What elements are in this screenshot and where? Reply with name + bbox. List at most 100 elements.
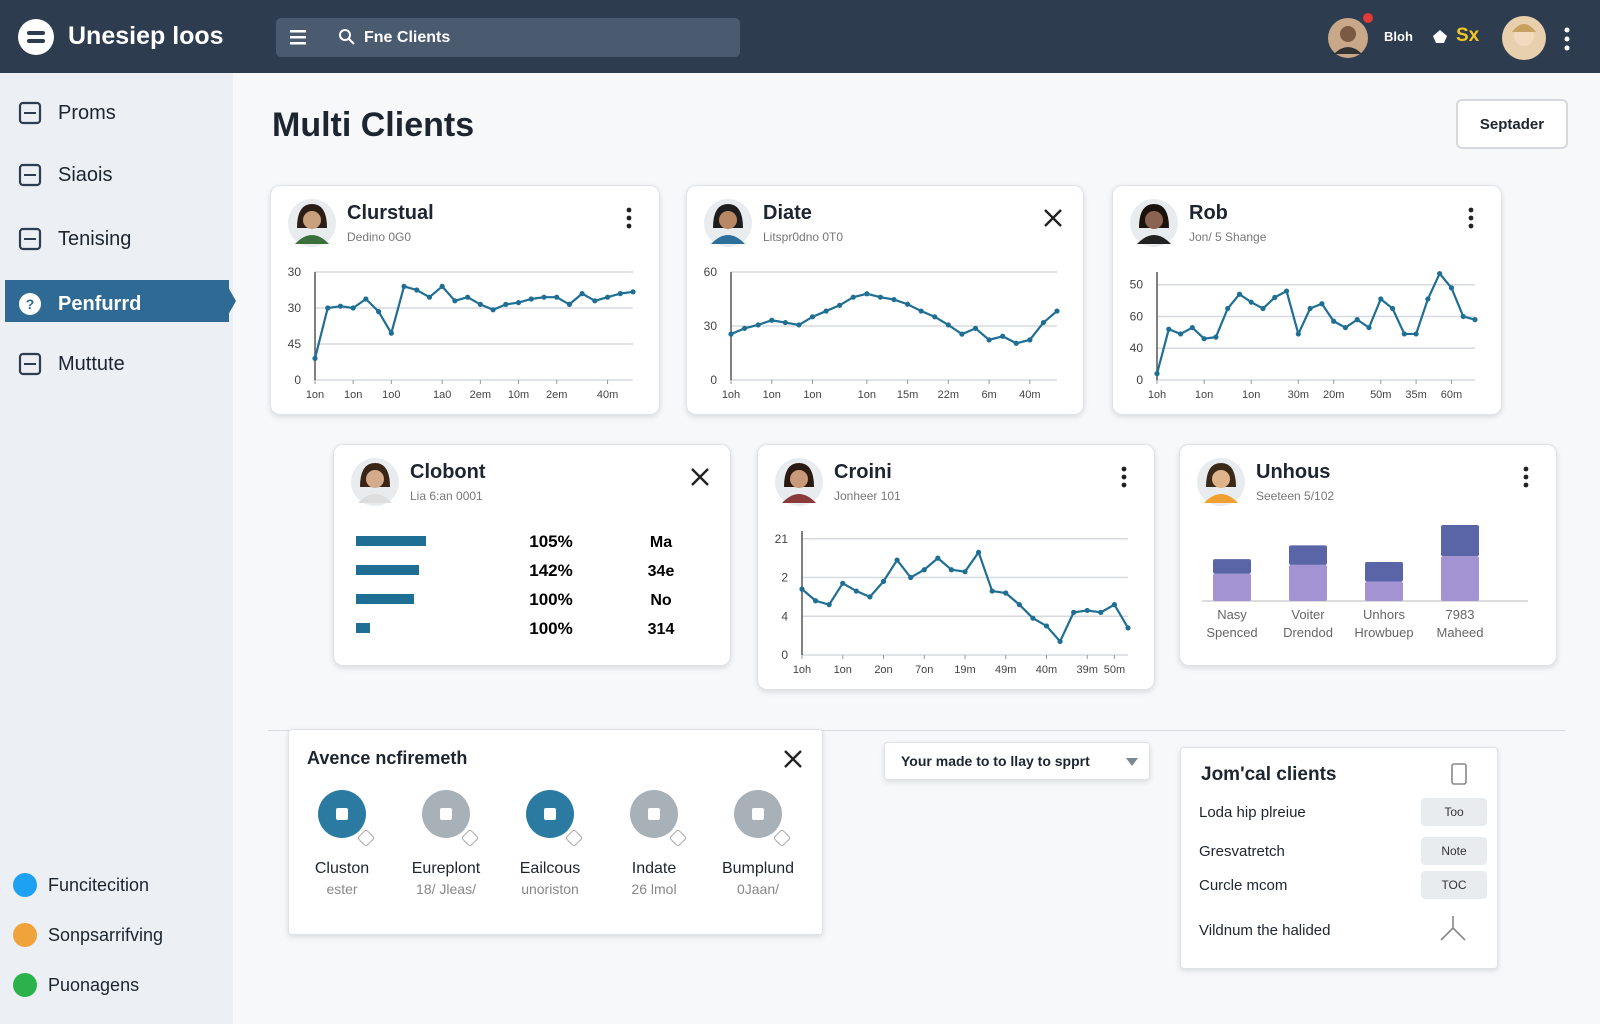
- bell-icon[interactable]: [1430, 27, 1450, 47]
- x-tick-label: Voiter: [1291, 607, 1325, 622]
- point: [948, 567, 955, 573]
- footer-link[interactable]: Sonpsarrifving: [12, 915, 222, 955]
- more-icon[interactable]: [1562, 26, 1572, 52]
- y-tick-label: 0: [710, 373, 717, 387]
- x-tick-label: 15m: [897, 389, 918, 401]
- point: [837, 302, 843, 308]
- client-name: Clurstual: [347, 202, 434, 224]
- nav-item[interactable]: Siaois: [16, 155, 226, 195]
- icon-shape: [13, 873, 37, 897]
- nav-item[interactable]: Muttute: [16, 344, 226, 384]
- close-glyph: [784, 750, 802, 768]
- feature-icon[interactable]: [316, 788, 386, 858]
- y-tick-label: 21: [775, 532, 789, 546]
- nav-item[interactable]: ? Penfurrd: [16, 284, 226, 324]
- card-chart: 0 30 60 1oh 1on 1on 1on 15m 22m 6m 40m: [704, 265, 1060, 401]
- client-card: Clobont Lia 6:an 0001 105% Ma 142% 34e 100% No 1…: [333, 444, 731, 666]
- action-button[interactable]: Septader: [1456, 99, 1568, 149]
- row-button[interactable]: Too: [1421, 798, 1487, 826]
- row-button[interactable]: TOC: [1421, 871, 1487, 899]
- x-tick-label: 60m: [1441, 389, 1462, 401]
- footer-label: Puonagens: [48, 974, 140, 995]
- point: [1030, 615, 1036, 621]
- avatar[interactable]: [1500, 14, 1548, 62]
- percent-label: 142%: [529, 561, 572, 580]
- line: [801, 549, 1129, 644]
- point: [1071, 609, 1077, 615]
- icon-shape: [1451, 763, 1467, 785]
- point: [325, 305, 331, 311]
- feature-icon[interactable]: [732, 788, 802, 858]
- footer-link[interactable]: Funcitecition: [12, 865, 222, 905]
- page-title: Multi Clients: [272, 106, 475, 144]
- nav-icon: [18, 227, 42, 251]
- dropdown[interactable]: Your made to to llay to spprt: [884, 742, 1150, 780]
- point: [503, 301, 509, 307]
- nav-item[interactable]: Proms: [16, 93, 226, 133]
- y-tick-label: 0: [294, 373, 301, 387]
- point: [1448, 285, 1455, 291]
- footer-link[interactable]: Puonagens: [12, 965, 222, 1005]
- x-tick-label: 1on: [344, 389, 362, 401]
- x-tick-label: 2em: [546, 389, 567, 401]
- point: [1084, 607, 1090, 614]
- close-button[interactable]: [782, 748, 804, 770]
- feature-icon[interactable]: [628, 788, 698, 858]
- point: [1389, 305, 1396, 312]
- x-tick-label: 22m: [938, 389, 959, 401]
- point: [755, 322, 761, 328]
- nav-label: Tenising: [58, 227, 132, 250]
- bar-segment: [1441, 556, 1479, 601]
- avatar-body: [711, 235, 745, 244]
- client-card: Diate Litspr0dno 0T0 0 30 60 1oh 1on 1on 1on 15m 2…: [686, 185, 1084, 415]
- x-tick-label: 1o0: [382, 389, 400, 401]
- point: [867, 594, 873, 600]
- avatar: [288, 199, 336, 247]
- point: [932, 314, 938, 320]
- dot: [626, 207, 632, 213]
- clients-icon[interactable]: [1449, 760, 1469, 786]
- search-bar[interactable]: Fne Clients: [276, 18, 740, 57]
- feature-sub: 18/ Jleas/: [416, 881, 476, 897]
- row-button[interactable]: Note: [1421, 837, 1487, 865]
- menu-button[interactable]: [1459, 206, 1483, 230]
- icon-shape: [19, 293, 41, 315]
- menu-button[interactable]: [1514, 465, 1538, 489]
- nav-label: Muttute: [58, 352, 125, 375]
- menu-button[interactable]: [617, 206, 641, 230]
- x-tick-label: 2on: [874, 664, 892, 676]
- footer-icon: [13, 873, 37, 897]
- x-tick-label: 1on: [306, 389, 324, 401]
- avatar[interactable]: [1326, 12, 1374, 60]
- feature-icon[interactable]: [420, 788, 490, 858]
- point: [877, 294, 884, 300]
- point: [935, 555, 941, 561]
- point: [1283, 288, 1290, 294]
- brand: Unesiep loos: [68, 22, 224, 50]
- point: [921, 567, 927, 573]
- x-tick-label: 1on: [1242, 389, 1260, 401]
- card-chart: 0 45 30 30 1on 1on 1o0 1a0 2em 10m 2em 40m: [288, 265, 636, 401]
- x-tick-label: Nasy: [1217, 607, 1247, 622]
- nav-item[interactable]: Tenising: [16, 219, 226, 259]
- bar-segment: [1289, 564, 1327, 601]
- bar-segment: [1441, 524, 1479, 557]
- point: [986, 337, 992, 343]
- percent-label: 105%: [529, 532, 572, 551]
- client-row-label: Loda hip plreiue: [1199, 804, 1306, 821]
- client-name: Clobont: [410, 461, 486, 483]
- x-tick-label: 1oh: [793, 664, 811, 676]
- avatar-face: [1212, 470, 1230, 488]
- feature-icon[interactable]: [524, 788, 594, 858]
- icon-badge: [461, 829, 479, 847]
- avatar: [775, 458, 823, 506]
- y-tick-label: 30: [704, 319, 718, 333]
- client-subtitle: Litspr0dno 0T0: [763, 230, 844, 244]
- close-button[interactable]: [688, 465, 712, 489]
- menu-button[interactable]: [1112, 465, 1136, 489]
- card-chart: 0 4 2 21 1oh 1on 2on 7on 19m 49m 40m 39m 50m: [775, 531, 1131, 676]
- percent-label: 100%: [529, 590, 572, 609]
- x-tick-label: 1on: [763, 389, 781, 401]
- close-button[interactable]: [1041, 206, 1065, 230]
- menu-icon[interactable]: [288, 28, 308, 46]
